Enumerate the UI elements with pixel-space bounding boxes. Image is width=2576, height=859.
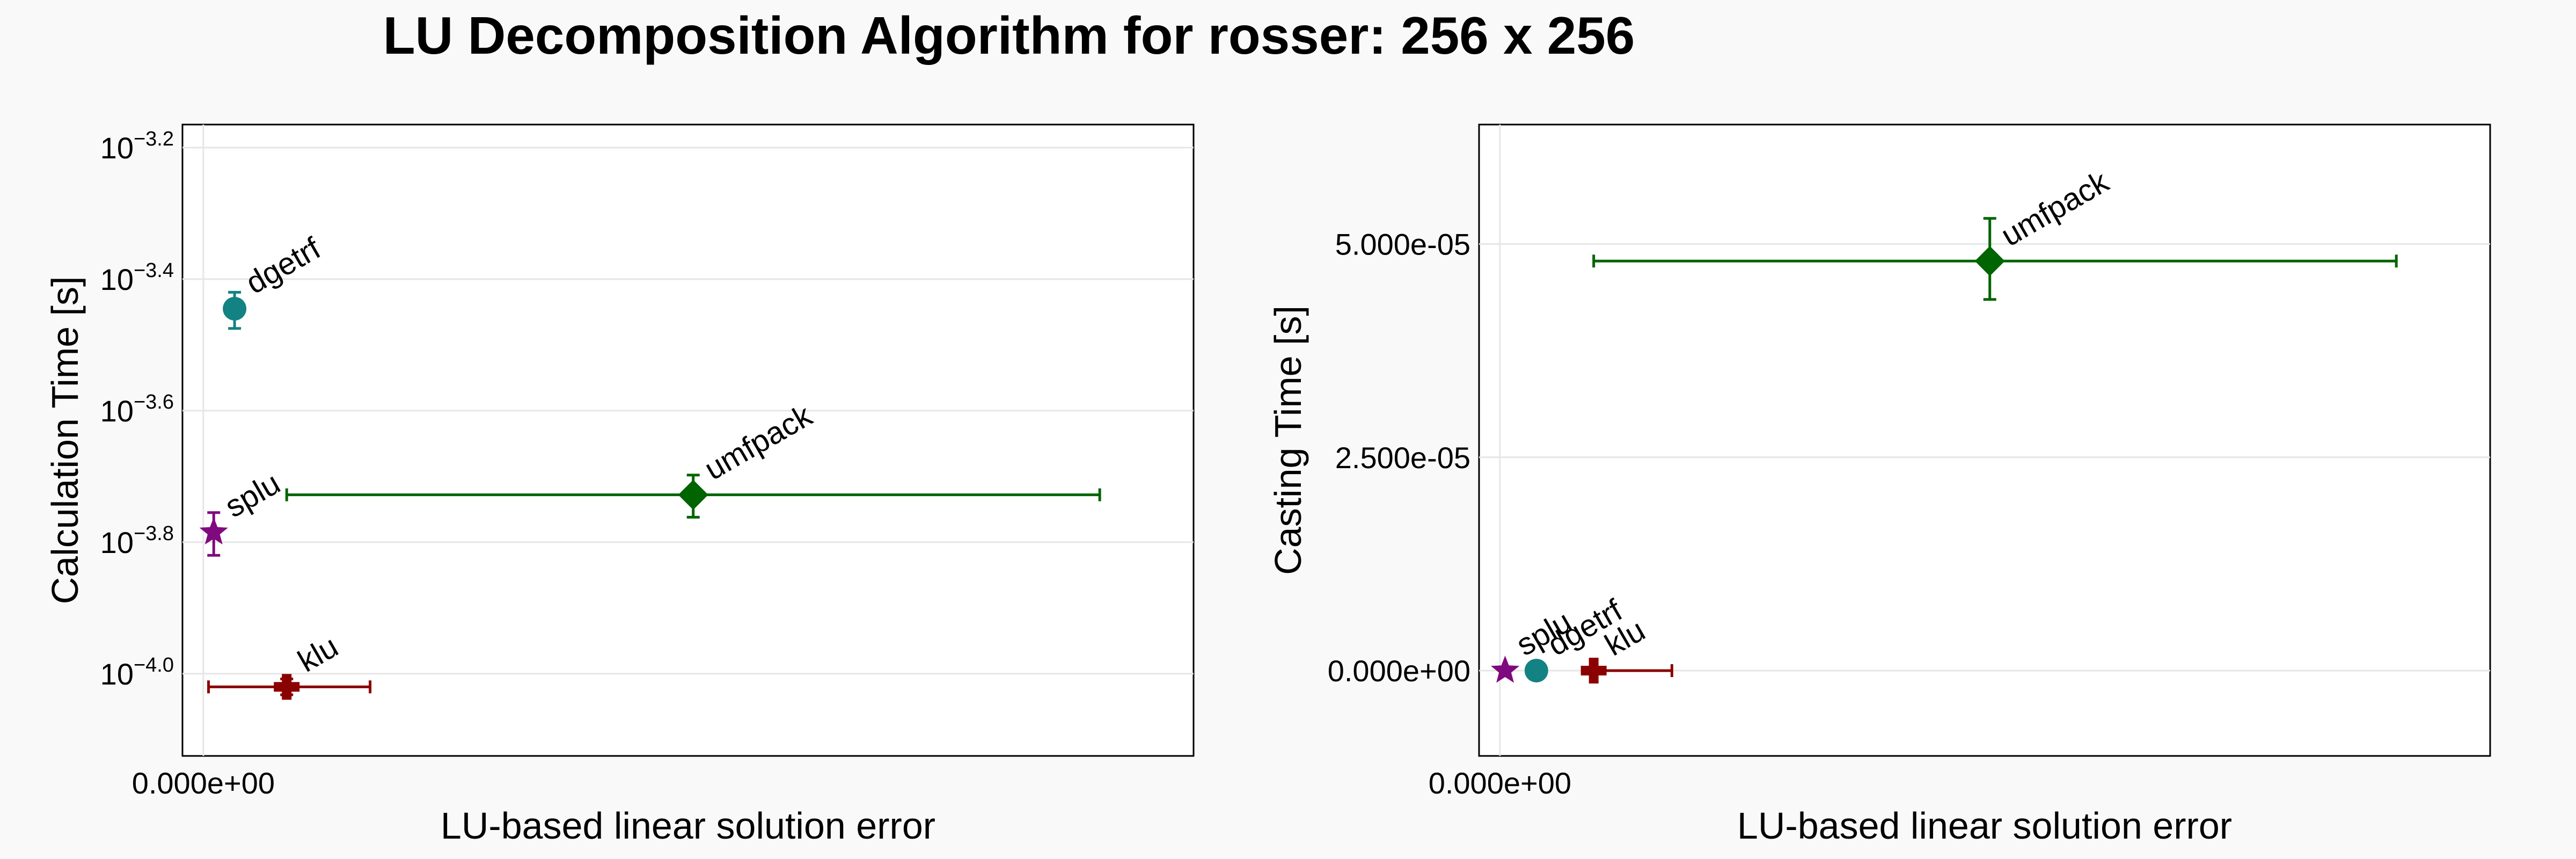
splu-marker [1490,656,1520,683]
umfpack-marker [678,479,708,510]
casting-time-panel: 0.000e+000.000e+002.500e-055.000e-05 spl… [1267,123,2491,847]
casting-x-tick-label: 0.000e+00 [1429,766,1571,800]
dgetrf-marker [1524,659,1548,683]
klu-marker [274,674,300,700]
calculation-time-ticks: 0.000e+00 10−4.0 10−3.8 10−3.6 10−3.4 10−3.2 [100,128,275,800]
casting-time-y-label: Casting Time [s] [1267,305,1309,575]
calc-y-tick-label: 10−3.4 [100,259,174,296]
calculation-time-y-label: Calculation Time [s] [44,276,86,605]
casting-time-plot-area [1478,123,2491,757]
calculation-time-x-label: LU-based linear solution error [441,805,935,847]
klu-marker [1580,658,1607,684]
chart-title: LU Decomposition Algorithm for rosser: 2… [383,6,1635,65]
calculation-time-plot-area [181,123,1195,757]
casting-y-tick-label: 5.000e-05 [1335,227,1470,261]
calculation-time-grid [182,125,1194,756]
calc-y-tick-label: 10−3.8 [100,522,174,559]
dgetrf-marker [223,297,247,321]
umfpack-marker [1974,246,2005,276]
casting-time-x-label: LU-based linear solution error [1737,805,2232,847]
calc-x-tick-label: 0.000e+00 [132,766,275,800]
casting-time-ticks: 0.000e+00 0.000e+00 2.500e-05 5.000e-05 [1328,227,1571,800]
splu-marker [199,517,228,545]
calc-y-tick-label: 10−4.0 [100,654,174,691]
casting-y-tick-label: 0.000e+00 [1328,654,1470,688]
casting-y-tick-label: 2.500e-05 [1335,441,1470,475]
calc-y-tick-label: 10−3.2 [100,128,174,165]
calculation-time-panel: 0.000e+0010−4.010−3.810−3.610−3.410−3.2 … [44,123,1195,847]
calc-y-tick-label: 10−3.6 [100,391,174,428]
